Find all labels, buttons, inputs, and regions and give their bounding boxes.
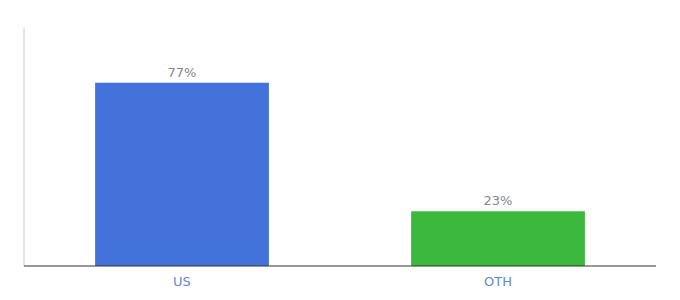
chart-svg: US OTH 77% 23%: [0, 0, 680, 300]
bars: [95, 83, 585, 266]
x-axis-line: [24, 265, 656, 266]
x-tick-label: OTH: [484, 274, 512, 289]
bar: [411, 211, 585, 266]
data-label: 23%: [484, 193, 513, 208]
y-axis-line: [24, 28, 25, 266]
x-tick-label: US: [173, 274, 191, 289]
bar: [95, 83, 269, 266]
chart-container: US OTH 77% 23%: [0, 0, 680, 300]
data-label: 77%: [168, 65, 197, 80]
